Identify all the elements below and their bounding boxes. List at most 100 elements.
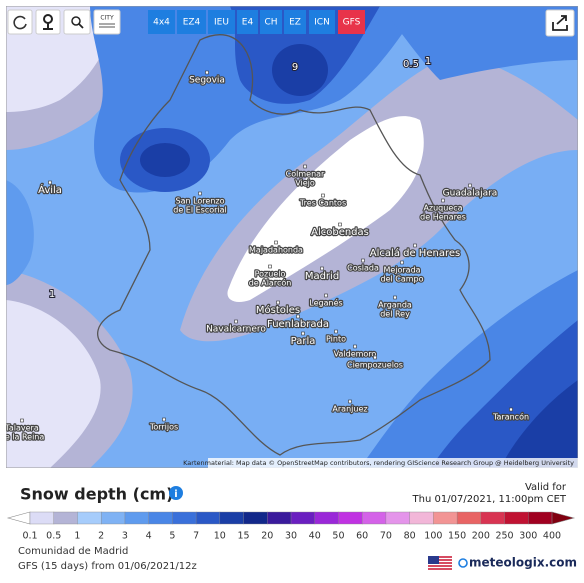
model-run: GFS (15 days) from 01/06/2021/12z: [18, 561, 197, 572]
place-dot: [348, 399, 352, 404]
city-button[interactable]: [93, 9, 121, 35]
scale-label: 15: [237, 531, 249, 542]
place-label[interactable]: Parla: [289, 335, 316, 348]
model-button-label: EZ: [289, 18, 301, 28]
scale-swatch: [314, 511, 339, 525]
scale-swatch: [290, 511, 316, 525]
place-label[interactable]: Valdemoro: [332, 348, 377, 359]
place-label[interactable]: Segovia: [188, 74, 226, 86]
place-label[interactable]: Tres Cantos: [298, 197, 348, 208]
place-dot: [20, 418, 24, 423]
scale-label: 10: [214, 531, 226, 542]
scale-swatch: [172, 511, 197, 525]
scale-label: 200: [472, 531, 490, 542]
place-label[interactable]: Ávila: [37, 182, 63, 197]
scale-swatch: [243, 511, 268, 525]
place-dot: [296, 314, 300, 319]
model-button[interactable]: [338, 10, 365, 34]
place-label[interactable]: del Campo: [379, 273, 425, 284]
model-button-label: 4x4: [153, 18, 170, 28]
place-label[interactable]: Azuqueca: [422, 202, 464, 213]
model-button-label: CH: [264, 18, 277, 28]
model-button-label: E4: [242, 18, 254, 28]
info-icon[interactable]: [169, 486, 183, 500]
place-label[interactable]: de Henares: [419, 211, 467, 222]
place-dot: [334, 329, 338, 334]
place-label[interactable]: Pinto: [325, 333, 347, 344]
place-label[interactable]: Móstoles: [255, 303, 302, 317]
place-label[interactable]: Leganés: [308, 296, 344, 308]
contour-label: 0.5: [403, 59, 419, 70]
place-label[interactable]: Fuenlabrada: [266, 318, 330, 331]
scale-label: 3: [122, 531, 128, 542]
place-label[interactable]: Coslada: [346, 262, 380, 273]
place-dot: [48, 180, 52, 185]
place-label[interactable]: Aranjuez: [331, 403, 369, 414]
valid-label: Valid for: [525, 482, 567, 493]
scale-label: 300: [519, 531, 537, 542]
scale-swatch: [528, 511, 553, 525]
place-dot: [162, 417, 166, 422]
model-button[interactable]: [177, 10, 206, 34]
place-label[interactable]: Tarancón: [491, 410, 530, 422]
info-icon-glyph: i: [174, 489, 177, 500]
place-dot: [373, 355, 377, 360]
place-dot: [274, 240, 278, 245]
contour-label: 1: [49, 289, 55, 300]
legend-title: Snow depth (cm): [20, 485, 173, 504]
place-label[interactable]: Alcobendas: [310, 226, 370, 239]
place-label[interactable]: Navalcarnero: [205, 323, 268, 335]
model-button[interactable]: [309, 10, 335, 34]
place-label[interactable]: Alcalá de Henares: [369, 246, 462, 260]
refresh-button[interactable]: [7, 9, 33, 35]
model-button-label: ICN: [314, 18, 330, 28]
model-button[interactable]: [208, 10, 235, 34]
scale-label: 70: [380, 531, 392, 542]
place-label[interactable]: Ciempozuelos: [346, 359, 404, 370]
scale-label: 2: [98, 531, 104, 542]
place-label[interactable]: de Alarcón: [247, 276, 292, 288]
model-button[interactable]: [237, 10, 258, 34]
place-dot: [198, 191, 202, 196]
toolbar: CITY 4x4 EZ4 IEU E4 CH EZ ICN GFS: [7, 9, 575, 37]
place-label[interactable]: de El Escorial: [172, 204, 228, 215]
place-dot: [324, 293, 328, 298]
place-dot: [276, 300, 280, 305]
scale-swatch: [195, 511, 221, 525]
place-dot: [413, 243, 417, 248]
place-dot: [353, 344, 357, 349]
model-button[interactable]: [284, 10, 306, 34]
share-button[interactable]: [545, 9, 575, 37]
place-label[interactable]: Mejorada: [382, 264, 422, 275]
place-dot: [400, 260, 404, 265]
model-button[interactable]: [148, 10, 175, 34]
scale-swatch: [433, 511, 458, 525]
scale-swatch: [504, 511, 529, 525]
flag-icon: [428, 556, 452, 570]
place-label[interactable]: de la Reina: [0, 431, 46, 442]
place-label[interactable]: Viejo: [294, 177, 316, 188]
place-label[interactable]: del Rey: [379, 308, 411, 319]
place-label[interactable]: Madrid: [304, 270, 341, 283]
place-label[interactable]: Pozuelo: [253, 268, 286, 279]
zoom-button[interactable]: [63, 9, 91, 35]
place-label[interactable]: Majadahonda: [248, 244, 304, 255]
place-label[interactable]: San Lorenzo: [174, 195, 226, 206]
place-label[interactable]: Talavera: [4, 422, 40, 433]
place-label[interactable]: Torrijos: [148, 421, 180, 432]
brand: meteologix.com: [469, 556, 577, 570]
place-dot: [468, 183, 472, 188]
place-label[interactable]: Colmenar: [284, 168, 326, 179]
model-button-label: IEU: [214, 18, 229, 28]
place-label[interactable]: Arganda: [377, 299, 413, 310]
place-dot: [321, 193, 325, 198]
place-dot: [361, 258, 365, 263]
scale-swatch: [361, 511, 387, 525]
scale-swatch: [480, 511, 506, 525]
scale-swatch: [148, 511, 173, 525]
place-label[interactable]: Guadalajara: [441, 187, 498, 199]
scale-label: 5: [169, 531, 175, 542]
scale-label: 4: [146, 531, 152, 542]
model-button[interactable]: [260, 10, 282, 34]
